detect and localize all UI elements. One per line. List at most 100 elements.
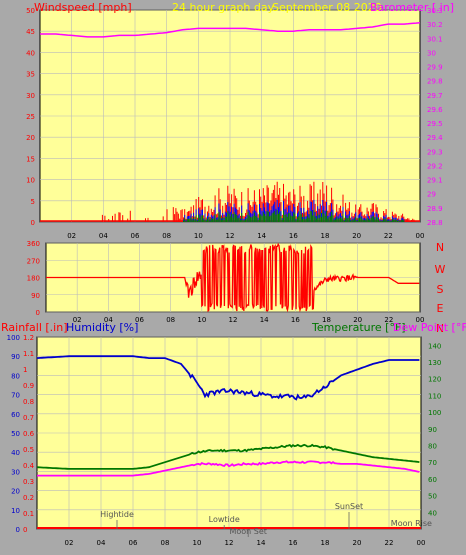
panel3-hour-tick-label: 22 <box>385 539 394 547</box>
humidity-title: Humidity [%] <box>66 321 138 334</box>
windspeed-tick-label: 20 <box>26 134 35 142</box>
panel2-hour-tick-label: 10 <box>197 316 206 324</box>
panel1-hour-tick-label: 00 <box>416 232 425 240</box>
direction-tick-label: 270 <box>27 257 40 265</box>
temperature-tick-label: 120 <box>428 376 441 384</box>
rainfall-tick-label: 0.3 <box>23 478 34 486</box>
panel2-hour-tick-label: 14 <box>260 316 269 324</box>
direction-tick-label: 90 <box>31 292 40 300</box>
astro-event-label: SunSet <box>335 502 363 511</box>
panel1-hour-tick-label: 16 <box>289 232 298 240</box>
temperature-tick-label: 110 <box>428 392 441 400</box>
astro-event-label: Moon Set <box>229 527 266 536</box>
panel1-hour-tick-label: 02 <box>67 232 76 240</box>
panel1-hour-tick-label: 20 <box>352 232 361 240</box>
panel3-hour-tick-label: 12 <box>225 539 234 547</box>
panel2-hour-tick-label: 12 <box>229 316 238 324</box>
rainfall-tick-label: 0.7 <box>23 414 34 422</box>
humidity-line <box>36 355 420 401</box>
windspeed-tick-label: 10 <box>26 177 35 185</box>
panel2-series <box>46 242 420 313</box>
panel3-hour-tick-label: 20 <box>353 539 362 547</box>
astro-event-label: Moon Rise <box>391 519 432 528</box>
windspeed-title: Windspeed [mph] <box>34 1 132 14</box>
barometer-tick-label: 29.2 <box>427 162 443 170</box>
panel2-hour-tick-label: 00 <box>416 316 425 324</box>
panel1-hour-tick-label: 12 <box>226 232 235 240</box>
rainfall-tick-label: 0.6 <box>23 430 35 438</box>
panel3-hour-tick-label: 14 <box>257 539 266 547</box>
panel3-hour-tick-label: 16 <box>289 539 298 547</box>
compass-direction-label: E <box>437 302 444 315</box>
panel3-hour-tick-label: 04 <box>97 539 106 547</box>
panel2-hour-tick-label: 06 <box>135 316 144 324</box>
barometer-title: Barometer [.in] <box>370 1 454 14</box>
graph-period-title: 24 hour graph day <box>172 1 275 14</box>
barometer-tick-label: 29.4 <box>427 134 443 142</box>
humidity-tick-label: 50 <box>11 430 20 438</box>
direction-tick-label: 0 <box>36 309 40 317</box>
panel1-series <box>40 21 421 222</box>
astro-event-label: Lowtide <box>209 515 240 524</box>
temperature-tick-label: 70 <box>428 459 437 467</box>
barometer-tick-label: 29.9 <box>427 64 443 72</box>
compass-direction-label: N <box>436 241 444 254</box>
barometer-tick-label: 30 <box>427 49 436 57</box>
humidity-tick-label: 0 <box>16 526 20 534</box>
panel2-hour-tick-label: 08 <box>166 316 175 324</box>
panel3-hour-tick-label: 00 <box>417 539 426 547</box>
rainfall-tick-label: 0.1 <box>23 510 34 518</box>
windspeed-low-bars <box>183 209 405 222</box>
dewpoint-line <box>37 460 420 477</box>
astro-events: Hightide Lowtide Moon Set SunSet Moon Rise <box>100 502 432 537</box>
windspeed-tick-label: 30 <box>26 92 35 100</box>
rainfall-tick-label: 0.5 <box>23 446 34 454</box>
rainfall-axis: 1.2 1.1 1 0.9 0.8 0.7 0.6 0.5 0.4 0.3 0.2 0.1 0 <box>23 334 35 534</box>
temperature-tick-label: 40 <box>428 509 437 517</box>
windspeed-tick-label: 35 <box>26 71 35 79</box>
panel3-hour-tick-label: 18 <box>321 539 330 547</box>
panel1-hour-tick-label: 18 <box>321 232 330 240</box>
panel2-hour-axis: 02 04 06 08 10 12 14 16 18 20 22 00 <box>73 316 425 324</box>
temperature-title: Temperature [°F] <box>311 321 406 334</box>
humidity-tick-label: 30 <box>11 468 20 476</box>
temperature-tick-label: 100 <box>428 409 441 417</box>
panel1-hour-tick-label: 04 <box>99 232 108 240</box>
humidity-tick-label: 60 <box>11 411 20 419</box>
rainfall-tick-label: 0 <box>23 526 27 534</box>
windspeed-tick-label: 25 <box>26 113 35 121</box>
humidity-tick-label: 40 <box>11 449 20 457</box>
temperature-tick-label: 50 <box>428 493 437 501</box>
panel2-hour-tick-label: 18 <box>322 316 331 324</box>
dewpoint-title: Dew Point [°F] <box>393 321 466 334</box>
rainfall-tick-label: 1.1 <box>23 350 34 358</box>
humidity-tick-label: 80 <box>11 372 20 380</box>
temperature-tick-label: 140 <box>428 342 441 350</box>
direction-tick-label: 360 <box>27 240 40 248</box>
compass-direction-label: S <box>437 283 444 296</box>
barometer-tick-label: 28.9 <box>427 205 443 213</box>
windspeed-tick-label: 5 <box>31 198 35 206</box>
graph-date: September 08 2020 <box>272 1 382 14</box>
humidity-tick-label: 20 <box>11 488 20 496</box>
panel2-hour-tick-label: 16 <box>291 316 300 324</box>
panel1-hour-tick-label: 08 <box>162 232 171 240</box>
temperature-tick-label: 60 <box>428 476 437 484</box>
windspeed-tick-label: 50 <box>26 7 35 15</box>
panel2-hour-tick-label: 20 <box>353 316 362 324</box>
direction-degree-axis: 360 270 180 90 0 <box>27 240 40 317</box>
panel3-hour-axis: 02 04 06 08 10 12 14 16 18 20 22 00 <box>65 539 426 547</box>
barometer-tick-label: 29.3 <box>427 148 443 156</box>
rainfall-tick-label: 1.2 <box>23 334 34 342</box>
barometer-tick-label: 29.1 <box>427 177 443 185</box>
barometer-tick-label: 30.1 <box>427 35 443 43</box>
barometer-tick-label: 28.8 <box>427 219 443 227</box>
temperature-axis: 140 130 120 110 100 90 80 70 60 50 40 <box>428 342 441 517</box>
barometer-tick-label: 29.7 <box>427 92 443 100</box>
barometer-line <box>40 21 421 38</box>
panel2-hour-tick-label: 04 <box>104 316 113 324</box>
